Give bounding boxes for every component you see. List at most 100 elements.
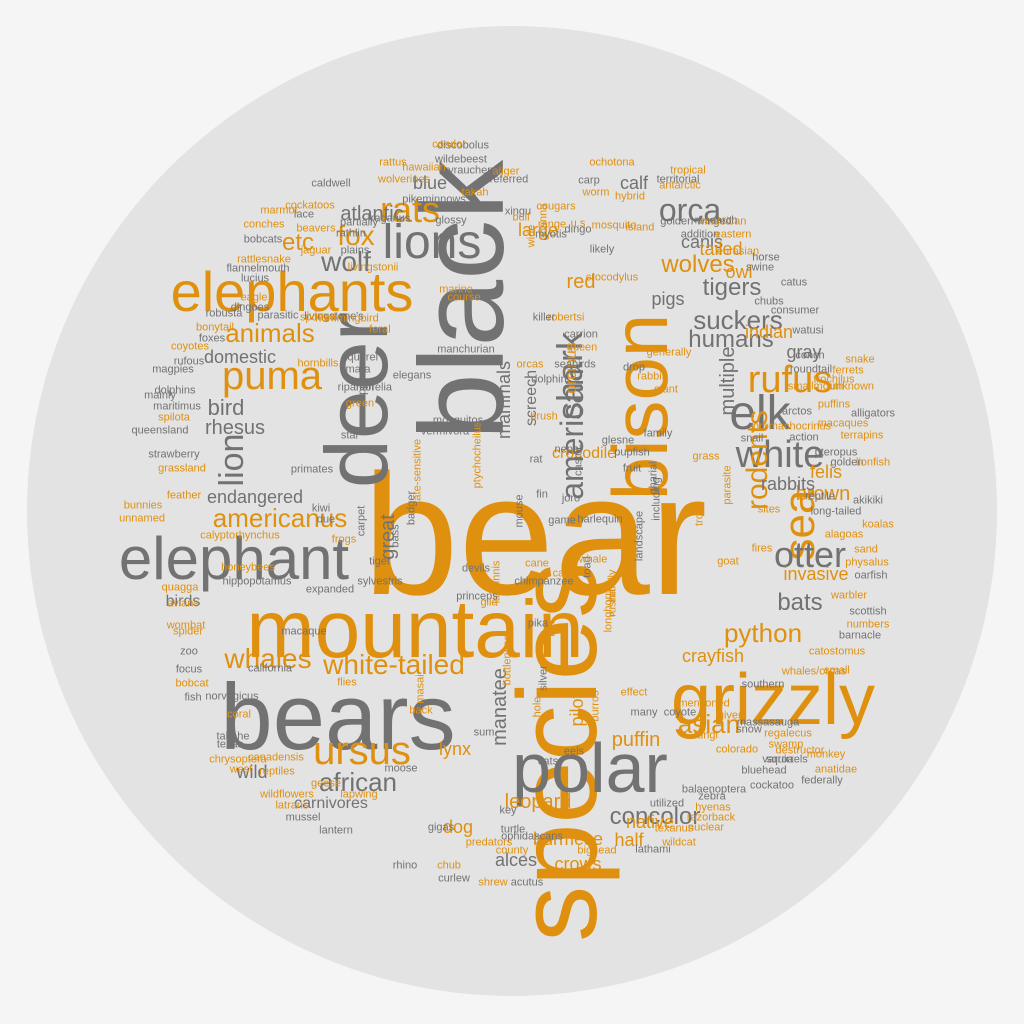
word: texas xyxy=(216,738,244,751)
word: half xyxy=(614,830,644,850)
word: green xyxy=(345,397,375,410)
word: etc xyxy=(281,229,315,256)
word: chimpanzee xyxy=(514,575,574,588)
word: oarfish xyxy=(854,569,888,582)
word: texanus xyxy=(654,822,694,835)
word: shrew xyxy=(478,876,508,889)
word: alagoas xyxy=(824,528,864,541)
word: koalas xyxy=(862,518,894,531)
word: domestic xyxy=(203,347,277,367)
word: rats xyxy=(379,189,441,230)
word: research xyxy=(694,214,738,227)
word: manchurian xyxy=(437,343,495,356)
word: white-tailed xyxy=(323,649,465,680)
word: eels xyxy=(563,745,585,758)
word: hole xyxy=(531,696,544,718)
word: eastern xyxy=(714,228,752,241)
word: pupfish xyxy=(614,446,650,459)
word: ursus xyxy=(313,729,411,773)
word: xyrauchen xyxy=(442,164,494,177)
word: gigas xyxy=(427,821,455,834)
word: orcas xyxy=(516,358,544,371)
word: sand xyxy=(854,543,878,556)
word: multiple xyxy=(717,346,739,416)
word: xingu xyxy=(504,205,532,218)
word: whales xyxy=(224,643,312,674)
word: coyotes xyxy=(171,340,209,353)
word: wildcat xyxy=(662,836,696,849)
word: macaques xyxy=(817,417,869,430)
word: rattus xyxy=(379,156,407,169)
word: mouse xyxy=(513,494,526,528)
word: sites xyxy=(757,503,781,516)
word: myotis xyxy=(535,228,567,241)
word: acutus xyxy=(510,876,544,889)
word: fruit xyxy=(622,462,642,475)
word: course xyxy=(447,291,481,304)
word: gila xyxy=(480,596,498,609)
word: alces xyxy=(494,850,538,870)
word: carpet xyxy=(355,505,368,537)
word: jaguar xyxy=(300,244,332,257)
word: ferrets xyxy=(832,364,864,377)
word: quagga xyxy=(161,581,199,594)
word: many xyxy=(630,706,658,719)
word: hornbills xyxy=(297,357,339,370)
word: bonytail xyxy=(196,321,234,334)
word: southern xyxy=(741,678,785,691)
word: feather xyxy=(166,489,202,502)
word: rufus xyxy=(747,359,833,401)
word: back xyxy=(409,704,433,717)
word: large xyxy=(517,220,559,240)
word: carrion xyxy=(564,328,598,341)
word: lapwing xyxy=(340,788,378,801)
word: hybrid xyxy=(615,190,645,203)
word: pigs xyxy=(651,289,685,309)
word: calyptorhynchus xyxy=(200,529,280,542)
word: gray xyxy=(786,342,822,362)
word: tiger xyxy=(369,555,391,568)
word: pteropus xyxy=(814,446,858,459)
word: suckers xyxy=(693,305,783,335)
word: destructor xyxy=(775,744,825,757)
word: seabirds xyxy=(554,358,596,371)
word: takahe xyxy=(216,730,250,743)
word: unknown xyxy=(829,380,875,393)
word: marmot xyxy=(260,204,298,217)
word: lucius xyxy=(240,272,270,285)
word: frogs xyxy=(331,533,357,546)
word: princeps xyxy=(456,590,498,603)
word: unnamed xyxy=(119,512,165,525)
word: robusta xyxy=(205,307,243,320)
word: carp xyxy=(578,174,600,187)
word: nuclear xyxy=(687,821,725,834)
word: pikeminnows xyxy=(402,193,466,206)
word: numbers xyxy=(846,618,890,631)
word: cougars xyxy=(536,200,576,213)
word: rabbits xyxy=(760,474,816,494)
word: sylvestris xyxy=(357,575,403,588)
word: canadensis xyxy=(248,751,304,764)
word: horse xyxy=(752,251,780,264)
word: island xyxy=(625,221,655,234)
word: watusi xyxy=(792,324,824,337)
word: wildebeest xyxy=(435,153,487,166)
word: wolf xyxy=(321,246,371,277)
word: physalus xyxy=(845,556,889,569)
word: rabbit xyxy=(637,370,665,383)
word: african xyxy=(318,767,398,797)
word: mentioned xyxy=(678,697,730,710)
word: akikiki xyxy=(853,494,883,507)
word: livingstone's xyxy=(304,310,364,323)
word: mosquitos xyxy=(432,414,484,427)
word: lace xyxy=(293,208,315,221)
word: family xyxy=(643,427,673,440)
word: glesne xyxy=(601,434,635,447)
word: regalecus xyxy=(764,727,812,740)
word: macaque xyxy=(281,625,327,638)
word: dingoes xyxy=(230,301,270,314)
word: plains xyxy=(340,244,370,257)
word: mosquito xyxy=(591,219,637,232)
word: golden-winged xyxy=(660,215,732,228)
